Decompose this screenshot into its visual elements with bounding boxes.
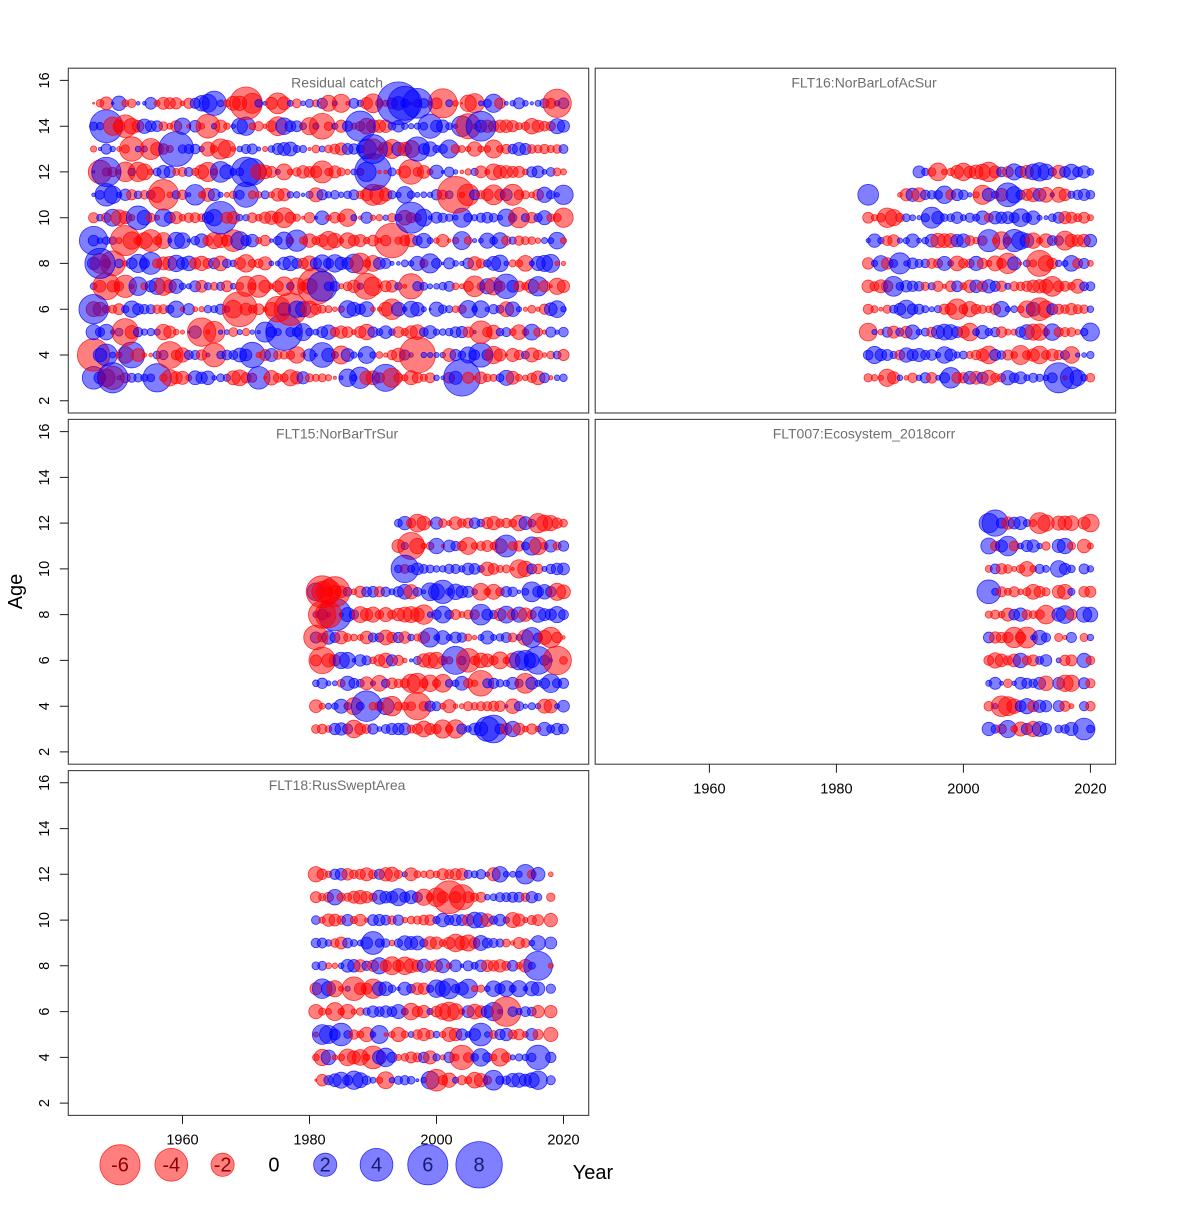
svg-text:1980: 1980 bbox=[293, 1133, 325, 1149]
svg-text:Age: Age bbox=[5, 574, 27, 610]
svg-text:4: 4 bbox=[37, 1053, 53, 1061]
svg-text:6: 6 bbox=[422, 1155, 433, 1177]
svg-text:1980: 1980 bbox=[820, 782, 852, 798]
svg-text:14: 14 bbox=[37, 118, 53, 134]
svg-text:-4: -4 bbox=[162, 1155, 180, 1177]
svg-text:FLT16:NorBarLofAcSur: FLT16:NorBarLofAcSur bbox=[791, 74, 937, 90]
svg-text:FLT15:NorBarTrSur: FLT15:NorBarTrSur bbox=[276, 426, 398, 442]
svg-text:6: 6 bbox=[37, 305, 53, 313]
svg-text:16: 16 bbox=[37, 424, 53, 440]
svg-text:2: 2 bbox=[37, 1099, 53, 1107]
svg-text:2: 2 bbox=[320, 1155, 331, 1177]
svg-text:2: 2 bbox=[37, 748, 53, 756]
svg-text:4: 4 bbox=[37, 702, 53, 710]
svg-text:0: 0 bbox=[268, 1155, 279, 1177]
svg-text:2: 2 bbox=[37, 397, 53, 405]
svg-text:10: 10 bbox=[37, 210, 53, 226]
svg-text:16: 16 bbox=[37, 775, 53, 791]
svg-text:FLT007:Ecosystem_2018corr: FLT007:Ecosystem_2018corr bbox=[773, 426, 956, 442]
svg-text:10: 10 bbox=[37, 912, 53, 928]
svg-text:1960: 1960 bbox=[166, 1133, 198, 1149]
svg-text:4: 4 bbox=[37, 351, 53, 359]
svg-text:12: 12 bbox=[37, 164, 53, 180]
svg-text:8: 8 bbox=[37, 259, 53, 267]
svg-text:Residual catch: Residual catch bbox=[291, 74, 383, 90]
svg-text:12: 12 bbox=[37, 866, 53, 882]
svg-text:14: 14 bbox=[37, 821, 53, 837]
svg-text:16: 16 bbox=[37, 72, 53, 88]
svg-text:12: 12 bbox=[37, 515, 53, 531]
svg-text:1960: 1960 bbox=[693, 782, 725, 798]
svg-text:8: 8 bbox=[474, 1155, 485, 1177]
svg-text:10: 10 bbox=[37, 561, 53, 577]
svg-text:2020: 2020 bbox=[547, 1133, 579, 1149]
svg-text:14: 14 bbox=[37, 469, 53, 485]
svg-text:6: 6 bbox=[37, 656, 53, 664]
svg-text:2000: 2000 bbox=[947, 782, 979, 798]
svg-text:-2: -2 bbox=[214, 1155, 232, 1177]
svg-text:-6: -6 bbox=[111, 1155, 129, 1177]
svg-text:6: 6 bbox=[37, 1008, 53, 1016]
svg-text:8: 8 bbox=[37, 962, 53, 970]
svg-text:8: 8 bbox=[37, 611, 53, 619]
svg-text:FLT18:RusSweptArea: FLT18:RusSweptArea bbox=[269, 777, 406, 793]
svg-text:2020: 2020 bbox=[1074, 782, 1106, 798]
svg-text:Year: Year bbox=[573, 1162, 614, 1184]
svg-text:4: 4 bbox=[371, 1155, 382, 1177]
